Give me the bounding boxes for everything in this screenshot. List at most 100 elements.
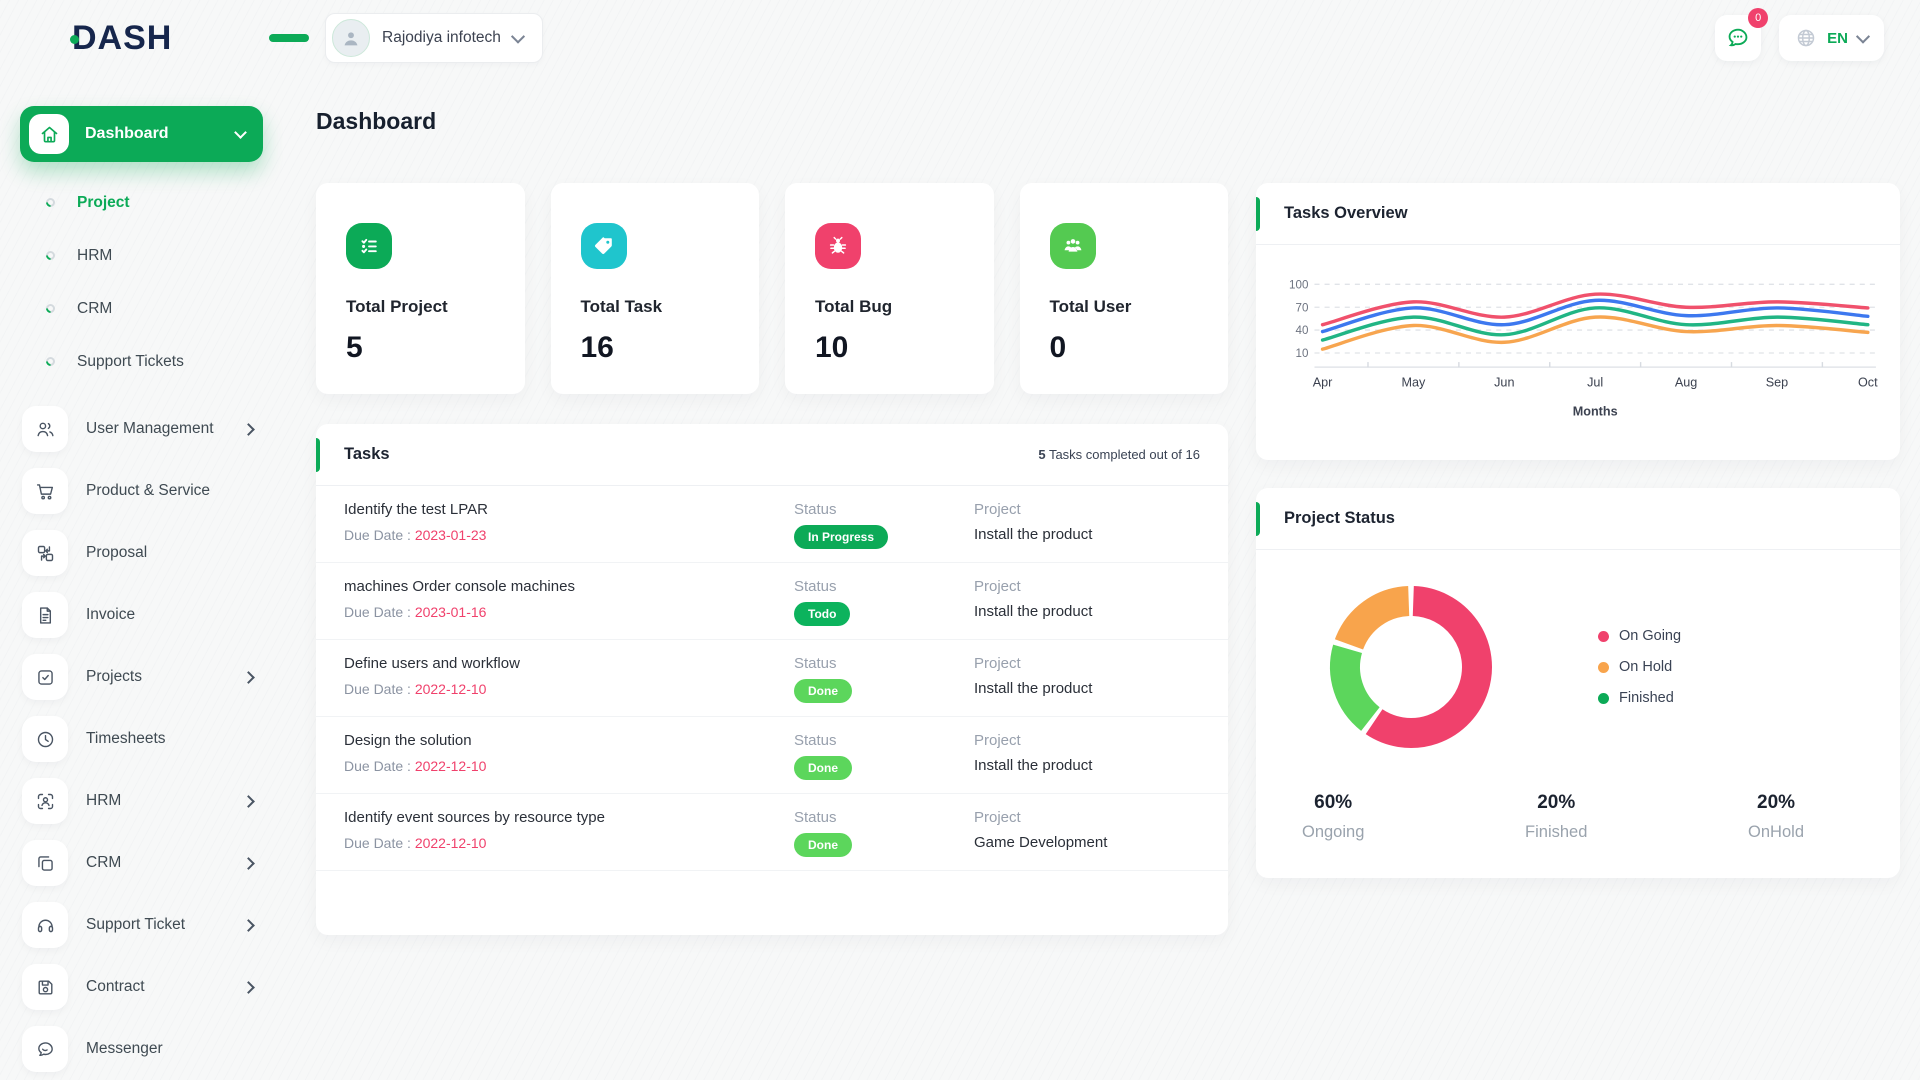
stat-card-total-bug: Total Bug 10 (785, 183, 994, 394)
person-icon (344, 32, 358, 46)
invoice-icon (22, 592, 68, 638)
sidebar-item-label: Timesheets (86, 730, 166, 747)
save-icon (22, 964, 68, 1010)
logo-text: DASH (72, 19, 173, 57)
tasks-overview-title: Tasks Overview (1284, 204, 1408, 222)
sidebar-item-projects[interactable]: Projects (0, 646, 283, 708)
due-value: 2022-12-10 (414, 758, 487, 774)
task-row[interactable]: Define users and workflow Due Date : 202… (316, 640, 1228, 717)
sidebar-item-label: User Management (86, 420, 214, 437)
tasks-overview-header: Tasks Overview (1256, 183, 1900, 245)
sidebar-item-proposal[interactable]: Proposal (0, 522, 283, 584)
legend-dot (1598, 661, 1609, 673)
task-title: Design the solution (344, 732, 472, 749)
task-row[interactable]: Identify event sources by resource type … (316, 794, 1228, 871)
sidebar-item-dashboard[interactable]: Dashboard (20, 106, 263, 162)
svg-text:Oct: Oct (1858, 375, 1878, 389)
sidebar-item-user-management[interactable]: User Management (0, 398, 283, 460)
svg-text:100: 100 (1289, 278, 1308, 291)
sidebar-item-contract[interactable]: Contract (0, 956, 283, 1018)
project-value: Install the product (974, 526, 1093, 543)
status-label: Status (794, 809, 837, 826)
svg-text:Apr: Apr (1313, 375, 1333, 389)
stat-pct-label: OnHold (1748, 823, 1804, 841)
ring-icon (44, 355, 57, 368)
main-content: Dashboard Total Project 5 T (283, 76, 1920, 1080)
project-status-header: Project Status (1256, 488, 1900, 550)
app-logo[interactable]: DASH (70, 19, 309, 57)
project-status-donut-chart (1330, 586, 1492, 748)
stat-pct-value: 20% (1757, 792, 1796, 813)
task-title: machines Order console machines (344, 578, 575, 595)
sidebar-subitem-support-tickets[interactable]: Support Tickets (0, 335, 283, 388)
sidebar-subitem-project[interactable]: Project (0, 176, 283, 229)
sidebar-subitem-label: CRM (77, 299, 113, 317)
chevron-down-icon (234, 125, 247, 139)
svg-text:Jul: Jul (1587, 375, 1603, 389)
due-value: 2023-01-23 (414, 527, 487, 543)
accent-bar (1256, 502, 1260, 536)
stat-onhold: 20% OnHold (1748, 792, 1804, 842)
task-row[interactable]: Design the solution Due Date : 2022-12-1… (316, 717, 1228, 794)
chevron-down-icon (510, 29, 525, 44)
sidebar-item-label: Invoice (86, 606, 136, 623)
page-title: Dashboard (316, 108, 437, 134)
svg-text:Jun: Jun (1494, 375, 1514, 389)
sidebar-item-label: Projects (86, 668, 142, 685)
overlapping-squares-icon (22, 840, 68, 886)
chevron-right-icon (242, 918, 255, 932)
legend-dot (1598, 630, 1609, 642)
home-icon (29, 114, 69, 154)
bug-icon (815, 223, 861, 269)
sidebar-item-label: HRM (86, 792, 122, 809)
project-value: Install the product (974, 680, 1093, 697)
tasks-card: Tasks 5 Tasks completed out of 16 Identi… (316, 424, 1228, 935)
accent-bar (1256, 197, 1260, 231)
task-due-date: Due Date : 2023-01-16 (344, 604, 794, 620)
donut-legend: On Going On Hold Finished (1598, 628, 1681, 706)
project-status-card: Project Status On Going On Hold (1256, 488, 1900, 878)
task-row[interactable]: machines Order console machines Due Date… (316, 563, 1228, 640)
task-row[interactable]: Identify the test LPAR Due Date : 2023-0… (316, 486, 1228, 563)
logo-area: DASH (0, 19, 309, 57)
project-label: Project (974, 501, 1021, 518)
stat-value: 10 (815, 331, 849, 364)
stat-label: Total Task (580, 297, 663, 316)
due-value: 2022-12-10 (414, 681, 487, 697)
sidebar-item-timesheets[interactable]: Timesheets (0, 708, 283, 770)
status-label: Status (794, 655, 837, 672)
sidebar-item-support-ticket[interactable]: Support Ticket (0, 894, 283, 956)
tasks-summary-count: 5 (1038, 447, 1046, 462)
status-label: Status (794, 732, 837, 749)
sidebar-subitem-crm[interactable]: CRM (0, 282, 283, 335)
sidebar-item-label: Product & Service (86, 482, 211, 499)
project-value: Game Development (974, 834, 1108, 851)
chat-button[interactable]: 0 (1715, 8, 1769, 61)
task-title: Identify event sources by resource type (344, 809, 605, 826)
due-value: 2023-01-16 (414, 604, 487, 620)
task-due-date: Due Date : 2022-12-10 (344, 758, 794, 774)
sidebar-item-crm[interactable]: CRM (0, 832, 283, 894)
company-selector[interactable]: Rajodiya infotech (325, 13, 543, 63)
tag-icon (580, 223, 627, 269)
legend-label: Finished (1619, 690, 1674, 706)
sidebar-item-invoice[interactable]: Invoice (0, 584, 283, 646)
legend-label: On Going (1619, 628, 1682, 644)
due-label: Due Date : (344, 604, 415, 620)
sidebar-subitem-hrm[interactable]: HRM (0, 229, 283, 282)
language-selector[interactable]: EN (1779, 15, 1884, 61)
legend-item-on-hold: On Hold (1598, 659, 1681, 675)
sidebar-item-hrm[interactable]: HRM (0, 770, 283, 832)
chat-bubble-icon (1728, 28, 1748, 47)
task-title: Define users and workflow (344, 655, 520, 672)
flow-icon (22, 530, 68, 576)
svg-text:Months: Months (1573, 405, 1618, 419)
project-label: Project (974, 809, 1021, 826)
stat-pct-value: 60% (1314, 792, 1353, 813)
sidebar-nav: User Management Product & Service Propos… (0, 398, 283, 1080)
ring-icon (44, 249, 57, 262)
globe-icon (1797, 29, 1815, 47)
sidebar-item-product-service[interactable]: Product & Service (0, 460, 283, 522)
stat-card-total-task: Total Task 16 (550, 183, 759, 394)
sidebar-item-messenger[interactable]: Messenger (0, 1018, 283, 1080)
